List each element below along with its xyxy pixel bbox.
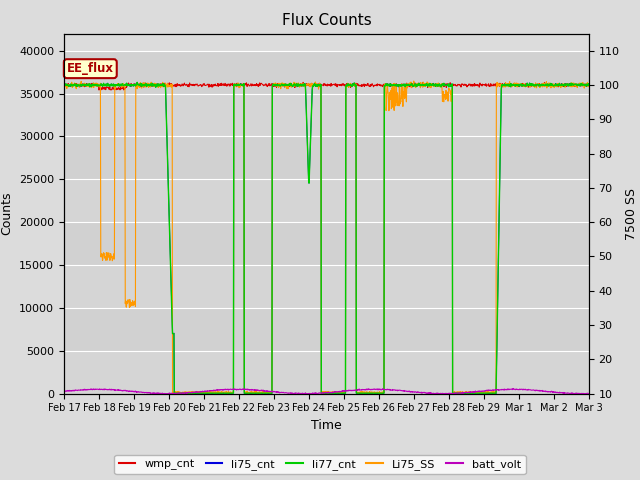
Legend: wmp_cnt, li75_cnt, li77_cnt, Li75_SS, batt_volt: wmp_cnt, li75_cnt, li77_cnt, Li75_SS, ba… (115, 455, 525, 474)
Bar (64, 94, 589, 136)
Bar (64, 51, 589, 94)
Bar (64, 308, 589, 351)
Bar (64, 180, 589, 222)
Text: EE_flux: EE_flux (67, 62, 114, 75)
Bar (64, 136, 589, 180)
X-axis label: Time: Time (311, 419, 342, 432)
Title: Flux Counts: Flux Counts (282, 13, 371, 28)
Y-axis label: 7500 SS: 7500 SS (625, 188, 638, 240)
Bar (64, 351, 589, 394)
Bar (64, 265, 589, 308)
Bar (64, 222, 589, 265)
Y-axis label: Counts: Counts (1, 192, 13, 235)
